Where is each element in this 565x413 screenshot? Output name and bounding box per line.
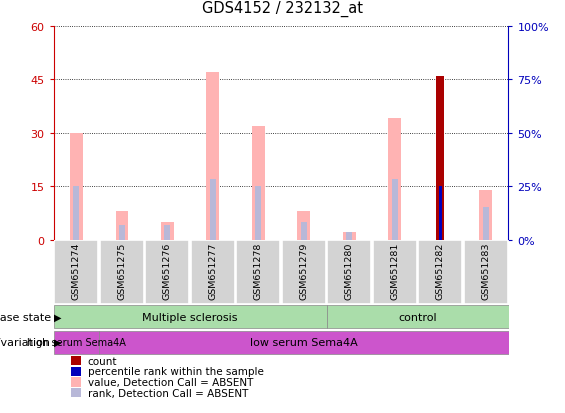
Text: percentile rank within the sample: percentile rank within the sample [88, 366, 263, 377]
FancyBboxPatch shape [282, 240, 326, 304]
Bar [479, 190, 492, 240]
FancyBboxPatch shape [418, 240, 462, 304]
FancyBboxPatch shape [327, 240, 371, 304]
Bar [392, 180, 398, 240]
Text: high serum Sema4A: high serum Sema4A [27, 337, 126, 347]
FancyBboxPatch shape [464, 240, 508, 304]
Bar [255, 187, 261, 240]
Bar [388, 119, 401, 240]
Bar [297, 211, 310, 240]
Text: control: control [398, 312, 437, 322]
Bar [343, 233, 356, 240]
FancyBboxPatch shape [373, 240, 417, 304]
Bar [54, 331, 99, 354]
Text: ▶: ▶ [54, 337, 61, 347]
Text: GSM651278: GSM651278 [254, 242, 263, 299]
Bar [210, 180, 216, 240]
FancyBboxPatch shape [236, 240, 280, 304]
FancyBboxPatch shape [100, 240, 144, 304]
Text: GSM651282: GSM651282 [436, 242, 445, 299]
Bar [115, 211, 128, 240]
Text: GSM651281: GSM651281 [390, 242, 399, 299]
Bar [70, 133, 83, 240]
FancyBboxPatch shape [145, 240, 189, 304]
Text: ▶: ▶ [54, 312, 61, 322]
Bar [73, 187, 79, 240]
Text: value, Detection Call = ABSENT: value, Detection Call = ABSENT [88, 377, 253, 387]
Text: Multiple sclerosis: Multiple sclerosis [142, 312, 238, 322]
Text: genotype/variation: genotype/variation [0, 337, 51, 347]
Bar [438, 187, 442, 240]
Bar [483, 208, 489, 240]
Text: GDS4152 / 232132_at: GDS4152 / 232132_at [202, 0, 363, 17]
Text: GSM651277: GSM651277 [208, 242, 218, 299]
Bar [54, 305, 327, 328]
Text: GSM651280: GSM651280 [345, 242, 354, 299]
Bar [327, 305, 508, 328]
Text: GSM651276: GSM651276 [163, 242, 172, 299]
Text: GSM651283: GSM651283 [481, 242, 490, 299]
Text: GSM651279: GSM651279 [299, 242, 308, 299]
FancyBboxPatch shape [54, 240, 98, 304]
Text: GSM651275: GSM651275 [118, 242, 127, 299]
Bar [161, 222, 174, 240]
FancyBboxPatch shape [191, 240, 235, 304]
Bar [119, 226, 125, 240]
Bar [436, 76, 444, 240]
Text: rank, Detection Call = ABSENT: rank, Detection Call = ABSENT [88, 387, 248, 398]
Bar [252, 126, 265, 240]
Bar [346, 233, 352, 240]
Bar [301, 222, 307, 240]
Text: disease state: disease state [0, 312, 51, 322]
Text: low serum Sema4A: low serum Sema4A [250, 337, 358, 347]
Bar [206, 73, 219, 240]
Text: GSM651274: GSM651274 [72, 242, 81, 299]
Bar [164, 226, 170, 240]
Text: count: count [88, 356, 117, 366]
